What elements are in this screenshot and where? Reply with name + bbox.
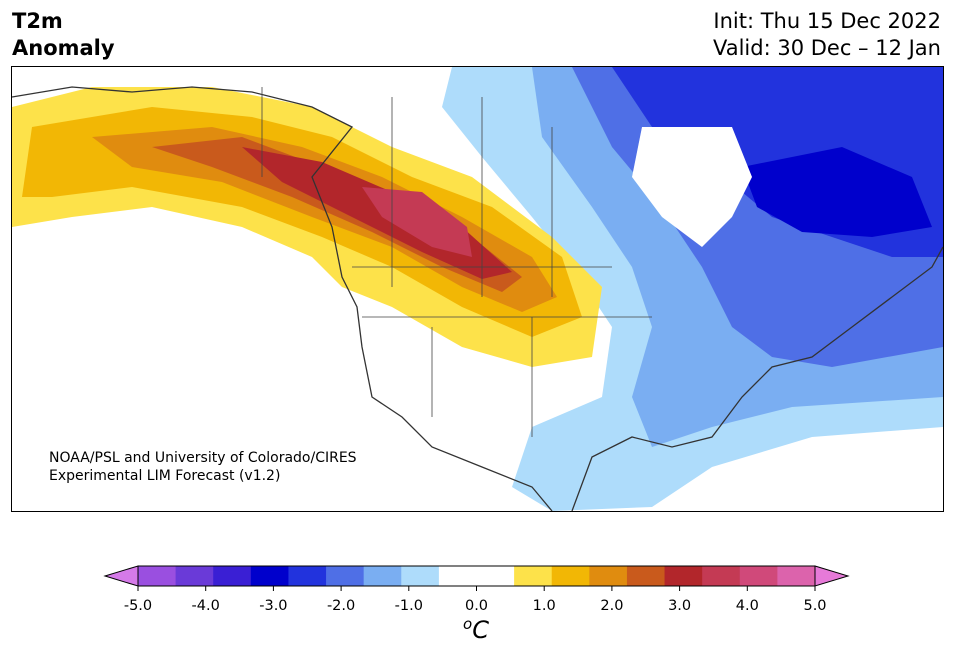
colorbar-tick-label: -3.0 [259,598,288,614]
neutral-region [632,127,752,247]
colorbar-segment [326,566,365,586]
colorbar-segment [363,566,402,586]
title-line-2: Anomaly [12,36,115,60]
colorbar-segment [213,566,252,586]
colorbar-segment [250,566,290,586]
colorbar-segment [702,566,741,586]
map-svg [12,67,943,511]
colorbar-segment [664,566,703,586]
colorbar-tick-label: 5.0 [803,598,827,614]
anomaly-map [11,66,944,512]
colorbar-segment [175,566,214,586]
colorbar-tick-label: -2.0 [326,598,356,614]
colorbar-segment [476,566,515,586]
colorbar-tick-label: -5.0 [123,598,153,614]
colorbar-over-arrow [814,565,850,587]
state-borders [261,87,652,437]
title-line-1: T2m [12,9,63,33]
colorbar-tick-label: 2.0 [600,598,624,614]
colorbar-under-arrow [103,565,139,587]
forecast-dates: Init: Thu 15 Dec 2022 Valid: 30 Dec – 12… [713,8,941,62]
colorbar-segment [626,566,666,586]
colorbar-segment [777,566,816,586]
colorbar-segment [138,566,177,586]
colorbar-tick-label: 1.0 [532,598,556,614]
credit-line-2: Experimental LIM Forecast (v1.2) [49,468,281,484]
colorbar-segment [739,566,778,586]
colorbar-ticks [137,586,816,591]
init-date: Init: Thu 15 Dec 2022 [713,9,941,33]
colorbar-segments [138,566,816,586]
colorbar-tick-label: -4.0 [191,598,220,614]
colorbar-segment [551,566,590,586]
colorbar-segment [401,566,440,586]
map-credit: NOAA/PSL and University of Colorado/CIRE… [49,449,357,485]
colorbar-tick-label: 4.0 [735,598,759,614]
colorbar-tick-label: 3.0 [668,598,692,614]
colorbar-tick-label: 0.0 [464,598,489,614]
colorbar-segment [589,566,628,586]
valid-period: Valid: 30 Dec – 12 Jan [712,36,941,60]
colorbar-tick-label: -1.0 [394,598,423,614]
cold-region-5 [742,147,932,237]
warm-region-6 [362,187,472,257]
colorbar-segment [288,566,327,586]
colorbar-segment [514,566,553,586]
credit-line-1: NOAA/PSL and University of Colorado/CIRE… [49,450,357,466]
unit-label: oC [463,615,489,644]
coastline [12,86,943,511]
map-title: T2m Anomaly [12,8,115,62]
colorbar-segment [438,566,478,586]
